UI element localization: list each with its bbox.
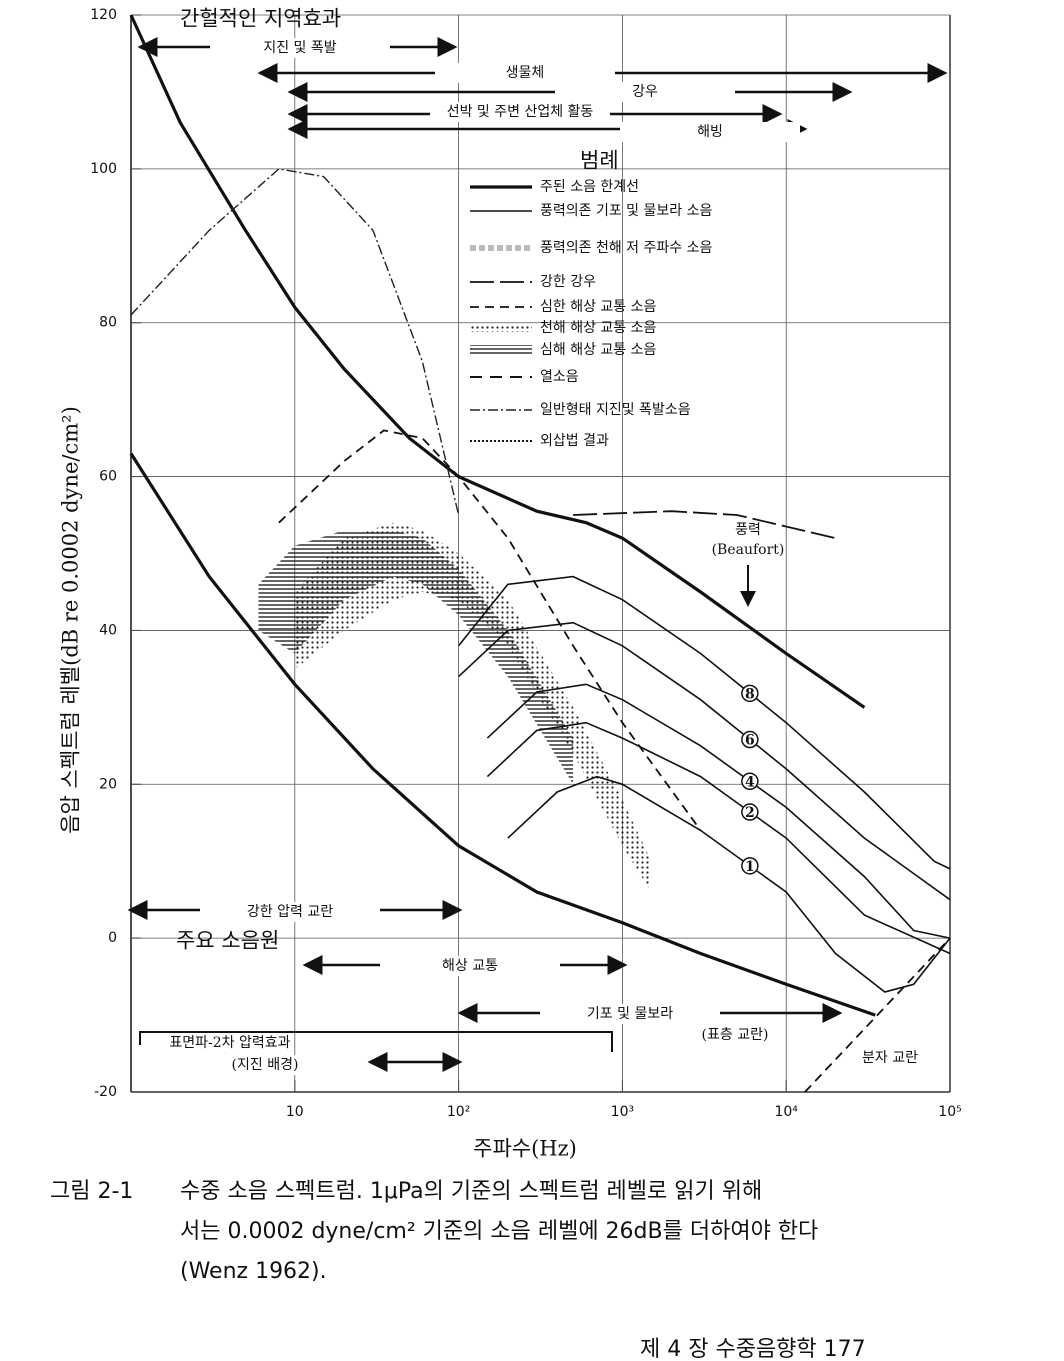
legend-label: 천해 해상 교통 소음	[540, 320, 657, 336]
legend-label: 풍력의존 천해 저 주파수 소음	[540, 240, 712, 256]
legend-title: 범례	[580, 149, 619, 173]
annotation: 해빙	[697, 124, 723, 140]
series-line	[573, 510, 836, 539]
wind-circle	[741, 684, 759, 703]
legend-label: 풍력의존 기포 및 물보라 소음	[540, 203, 712, 219]
wind-circle	[741, 857, 759, 875]
annotation: 강우	[632, 84, 658, 100]
label-bg	[175, 1055, 355, 1075]
label-bg	[430, 102, 610, 122]
y-tick-label: 100	[90, 161, 117, 177]
series-line	[458, 621, 951, 901]
annotation: 해상 교통	[442, 958, 498, 974]
caption-label: 그림 2-1	[50, 1179, 133, 1204]
wind-title: 풍력	[735, 522, 761, 538]
x-tick-label: 10²	[447, 1104, 470, 1120]
wind-unit: (Beaufort)	[712, 542, 785, 558]
wind-label: 4	[745, 774, 755, 790]
y-tick-label: 120	[90, 7, 117, 23]
y-tick-label: -20	[94, 1084, 117, 1100]
annotation: 간헐적인 지역효과	[180, 7, 341, 31]
y-tick-label: 80	[99, 315, 117, 331]
label-bg	[210, 38, 390, 58]
legend-label: 외삽법 결과	[540, 433, 609, 449]
legend-label: 주된 소음 한계선	[540, 179, 639, 195]
y-tick-label: 20	[99, 776, 117, 792]
series-line	[278, 429, 702, 831]
annotation: 선박 및 주변 산업체 활동	[447, 104, 594, 120]
band	[294, 522, 652, 892]
wind-label: 2	[745, 805, 755, 821]
annotation: (표층 교란)	[702, 1027, 769, 1043]
annotation: (지진 배경)	[232, 1057, 299, 1073]
caption-line: 서는 0.0002 dyne/cm² 기준의 소음 레벨에 26dB를 더하여야…	[180, 1219, 818, 1244]
legend-label: 강한 강우	[540, 274, 596, 290]
y-tick-label: 0	[108, 930, 117, 946]
legend-label: 심해 해상 교통 소음	[540, 342, 657, 358]
footer: 제 4 장 수중음향학 177	[640, 1337, 866, 1361]
wind-circle	[741, 803, 759, 821]
wind-label: 1	[745, 859, 755, 875]
series-line	[457, 575, 951, 870]
label-bg	[380, 956, 560, 976]
annotation: 표면파-2차 압력효과	[169, 1035, 290, 1051]
caption-line: (Wenz 1962).	[180, 1259, 327, 1284]
y-tick-label: 40	[99, 622, 117, 638]
wind-circle	[741, 772, 759, 791]
legend-label: 심한 해상 교통 소음	[540, 299, 657, 315]
y-tick-label: 60	[99, 469, 117, 485]
label-bg	[555, 82, 735, 102]
x-tick-label: 10	[286, 1104, 304, 1120]
series-line	[804, 937, 951, 1093]
x-axis-label: 주파수(Hz)	[473, 1137, 577, 1161]
annotation: 생물체	[506, 65, 545, 81]
bracket	[139, 1031, 613, 1052]
x-tick-label: 10⁵	[938, 1104, 961, 1120]
y-axis-label: 음압 스펙트럼 레벨(dB re 0.0002 dyne/cm²)	[59, 406, 83, 834]
series-line	[507, 775, 951, 993]
wind-circle	[741, 730, 759, 749]
annotation: 분자 교란	[862, 1050, 918, 1066]
label-bg	[200, 902, 380, 922]
series-line	[130, 168, 460, 516]
series-line	[486, 721, 951, 955]
caption-line: 수중 소음 스펙트럼. 1μPa의 기준의 스펙트럼 레벨로 읽기 위해	[180, 1179, 762, 1204]
wind-label: 6	[745, 733, 755, 749]
legend-label: 일반형태 지진및 폭발소음	[540, 402, 691, 418]
label-bg	[620, 122, 800, 142]
annotation: 강한 압력 교란	[247, 904, 333, 920]
label-bg	[435, 63, 615, 83]
series-line	[129, 452, 876, 1017]
annotation: 주요 소음원	[176, 929, 279, 953]
annotation: 기포 및 물보라	[587, 1006, 673, 1022]
x-tick-label: 10⁴	[774, 1104, 798, 1120]
series-line	[486, 683, 951, 939]
x-tick-label: 10³	[611, 1104, 634, 1120]
label-bg	[540, 1004, 720, 1024]
legend-label: 열소음	[540, 369, 579, 385]
annotation: 지진 및 폭발	[263, 40, 336, 56]
wind-label: 8	[745, 686, 755, 702]
